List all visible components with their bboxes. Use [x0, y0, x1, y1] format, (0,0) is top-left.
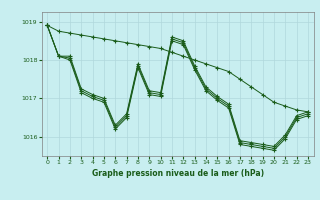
X-axis label: Graphe pression niveau de la mer (hPa): Graphe pression niveau de la mer (hPa)	[92, 169, 264, 178]
